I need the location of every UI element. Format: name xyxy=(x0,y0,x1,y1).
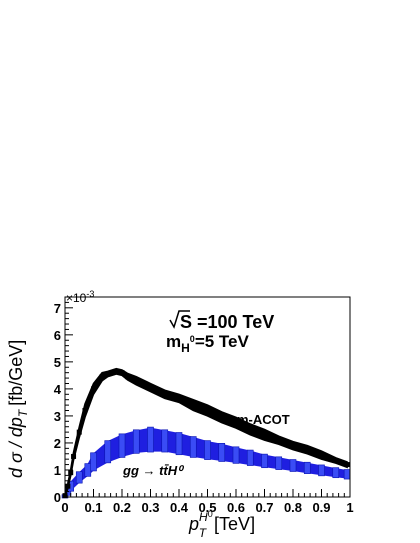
marker-macot xyxy=(219,414,225,420)
x-tick-label: 0.7 xyxy=(255,500,273,515)
marker-macot xyxy=(76,429,82,435)
band-macot xyxy=(64,367,348,497)
marker-macot xyxy=(91,386,96,392)
marker-macot xyxy=(68,470,74,476)
marker-macot xyxy=(344,462,350,468)
marker-macot xyxy=(333,458,339,464)
y-multiplier: ×10-3 xyxy=(66,289,94,305)
marker-gg-tth xyxy=(232,446,240,464)
plot-area xyxy=(61,367,351,499)
x-tick-label: 0.5 xyxy=(198,500,216,515)
marker-gg-tth xyxy=(343,469,351,480)
marker-gg-tth xyxy=(289,459,297,472)
labels: ×10-3 S =100 TeV mH0=5 TeV m-ACOT gg → t… xyxy=(6,289,290,540)
marker-macot xyxy=(176,395,182,401)
y-tick-label: 6 xyxy=(54,328,61,343)
x-tick-label: 0.3 xyxy=(141,500,159,515)
marker-macot xyxy=(233,420,239,426)
marker-gg-tth xyxy=(318,464,325,477)
marker-gg-tth xyxy=(218,442,226,462)
marker-gg-tth xyxy=(246,449,254,466)
axes: 0 0.1 0.2 0.3 0.4 0.5 0.6 0.7 0.8 0.9 1 0 1 2 3 4 5 6 7 xyxy=(54,296,354,515)
marker-gg-tth xyxy=(161,429,169,453)
mass-label: mH0=5 TeV xyxy=(166,332,249,355)
x-tick-label: 0.1 xyxy=(84,500,102,515)
y-tick-label: 4 xyxy=(54,382,62,397)
marker-gg-tth xyxy=(147,426,154,453)
marker-macot xyxy=(113,368,119,374)
energy-label: S =100 TeV xyxy=(180,312,274,332)
sqrt-icon xyxy=(169,310,190,329)
marker-gg-tth xyxy=(118,433,126,458)
marker-gg-tth xyxy=(303,461,311,474)
marker-macot xyxy=(82,408,88,414)
energy-annotation: S =100 TeV xyxy=(169,310,274,332)
y-tick-label: 7 xyxy=(54,301,61,316)
marker-macot xyxy=(276,437,282,443)
x-tick-label: 0.8 xyxy=(284,500,302,515)
marker-gg-tth xyxy=(261,453,268,469)
marker-macot xyxy=(262,432,267,438)
marker-macot xyxy=(148,385,153,391)
marker-macot xyxy=(190,402,196,408)
y-tick-label: 3 xyxy=(54,409,61,424)
x-tick-label: 0.2 xyxy=(113,500,131,515)
marker-macot xyxy=(247,426,253,432)
marker-macot xyxy=(304,447,310,453)
marker-macot xyxy=(99,374,105,380)
x-tick-label: 0.6 xyxy=(227,500,245,515)
y-tick-label: 5 xyxy=(54,355,61,370)
series-label-gg-tth: gg → tt̄H⁰ xyxy=(122,463,185,478)
marker-gg-tth xyxy=(175,432,183,456)
x-axis-label: pH0 T [TeV] xyxy=(188,509,255,540)
marker-gg-tth xyxy=(332,467,340,479)
marker-gg-tth xyxy=(204,440,211,460)
y-axis-label: d σ / dpT[fb/GeV] xyxy=(6,340,30,478)
x-tick-label: 1 xyxy=(346,500,353,515)
marker-macot xyxy=(133,378,139,384)
marker-gg-tth xyxy=(275,456,283,470)
marker-macot xyxy=(319,452,324,458)
marker-macot xyxy=(105,371,111,377)
marker-macot xyxy=(125,374,131,380)
y-tick-label: 2 xyxy=(54,436,61,451)
marker-macot xyxy=(162,391,168,397)
x-tick-label: 0.9 xyxy=(312,500,330,515)
x-tick-label: 0.4 xyxy=(170,500,189,515)
marker-macot xyxy=(71,453,77,459)
y-tick-label: 0 xyxy=(54,490,61,505)
series-label-macot: m-ACOT xyxy=(237,412,290,427)
marker-macot xyxy=(290,443,296,449)
marker-gg-tth xyxy=(90,452,97,472)
marker-macot xyxy=(205,408,210,414)
marker-gg-tth xyxy=(189,436,197,458)
marker-gg-tth xyxy=(132,429,140,454)
marker-gg-tth xyxy=(84,463,92,477)
x-tick-label: 0 xyxy=(61,500,68,515)
marker-macot xyxy=(119,370,125,376)
y-tick-label: 1 xyxy=(54,463,61,478)
marker-gg-tth xyxy=(75,471,83,484)
marker-gg-tth xyxy=(104,440,112,464)
